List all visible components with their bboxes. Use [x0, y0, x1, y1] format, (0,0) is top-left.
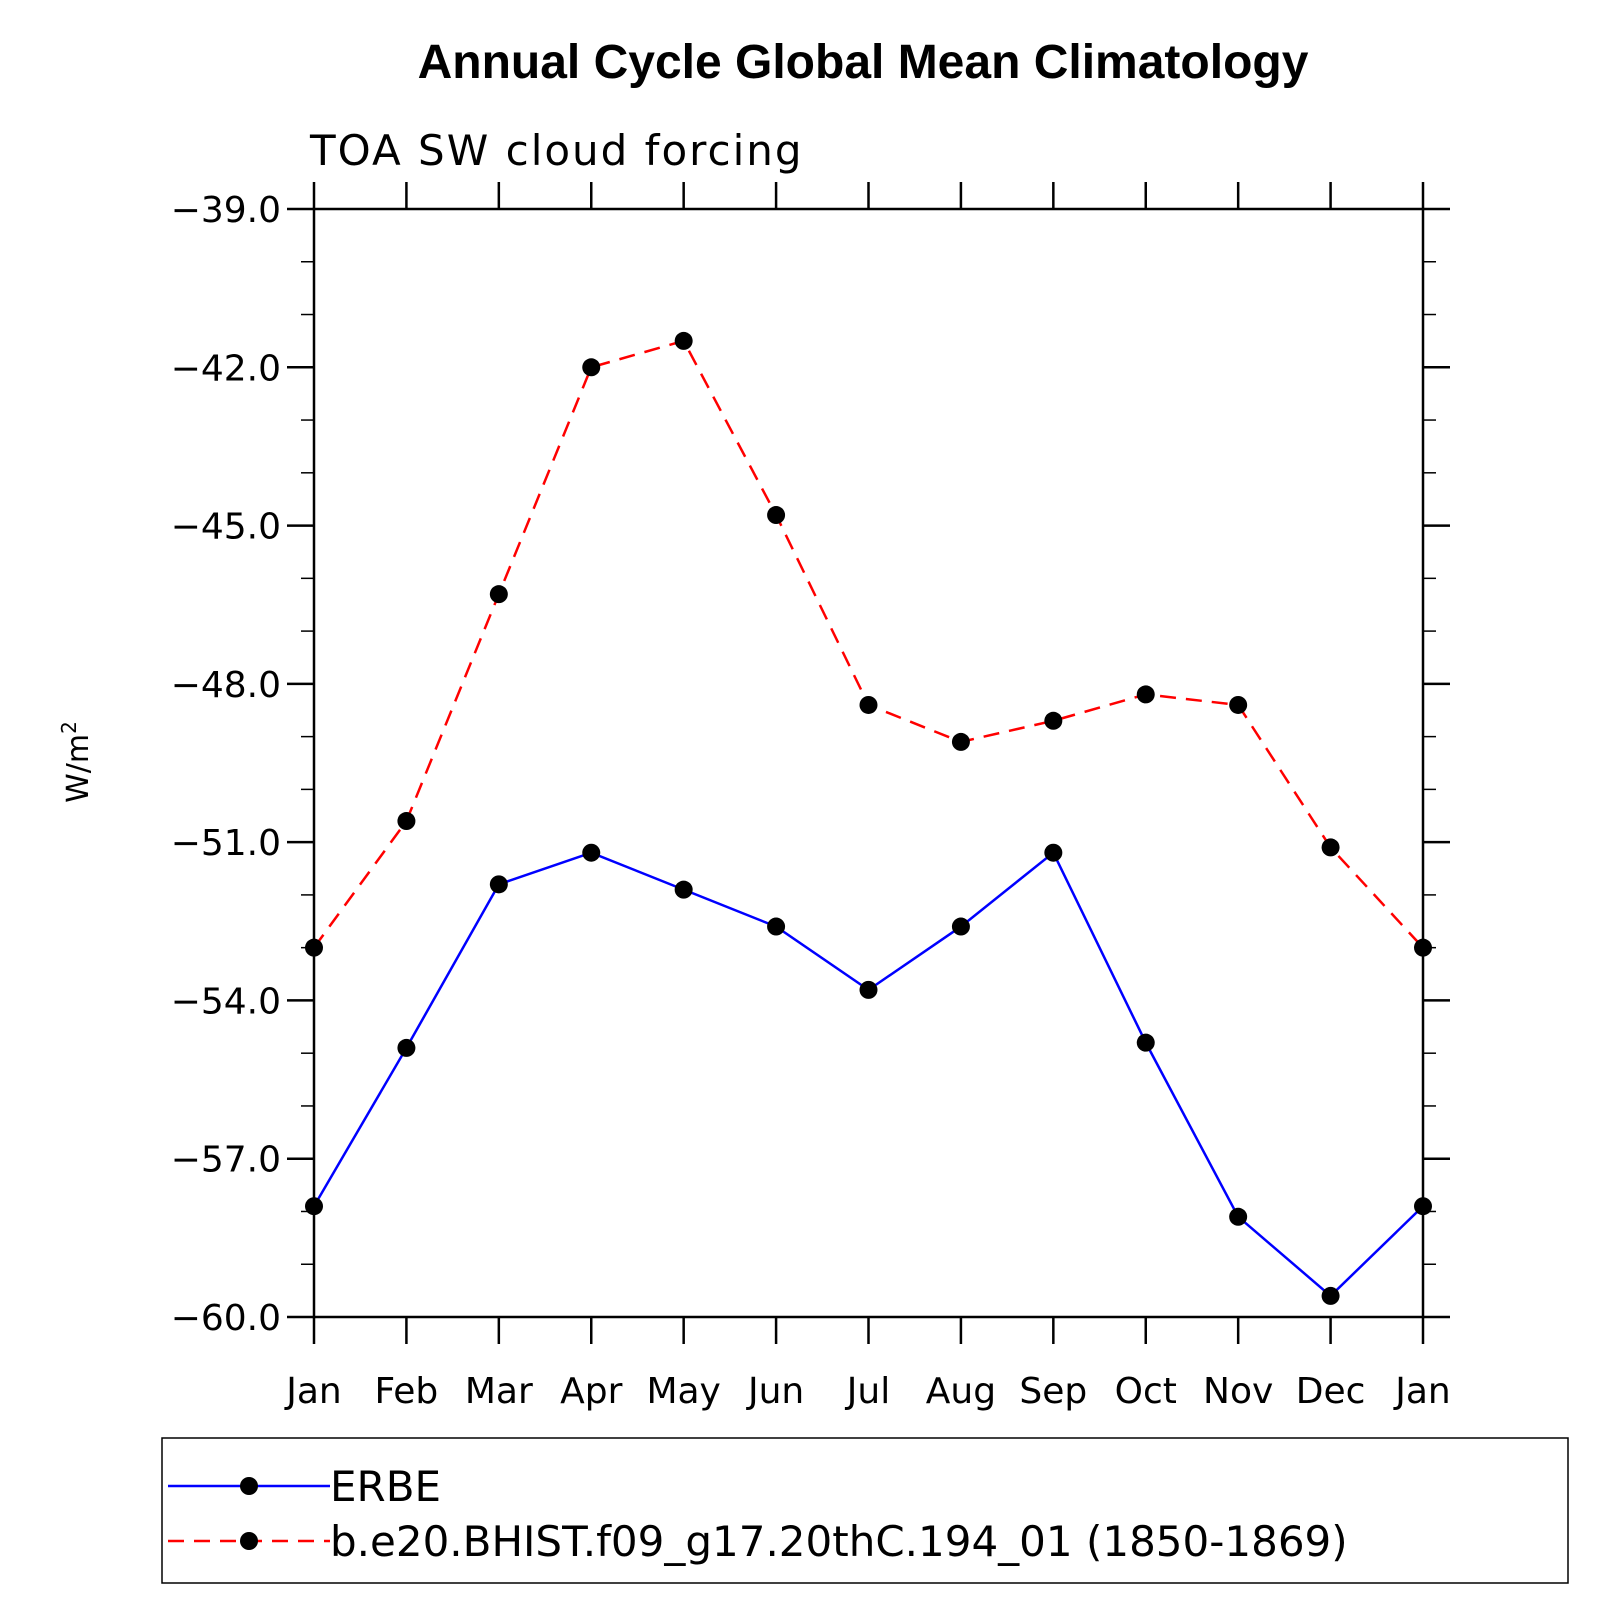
series-1-point — [674, 331, 693, 350]
y-tick-label: −51.0 — [171, 823, 281, 864]
x-tick-label: Oct — [1115, 1371, 1177, 1412]
x-tick-label: Dec — [1296, 1371, 1366, 1412]
series-0-point — [397, 1038, 416, 1057]
series-0-point — [582, 843, 601, 862]
series-1-point — [1136, 685, 1155, 704]
legend-label-erbe: ERBE — [330, 1462, 441, 1511]
series-1-point — [1321, 838, 1340, 857]
series-1-point — [305, 938, 323, 957]
series-0-point — [951, 917, 970, 936]
chart-subtitle: TOA SW cloud forcing — [309, 126, 804, 175]
series-0-point — [489, 875, 508, 894]
x-tick-label: Apr — [560, 1371, 622, 1412]
legend: ERBE b.e20.BHIST.f09_g17.20thC.194_01 (1… — [161, 1437, 1569, 1584]
plot-frame — [312, 207, 1425, 1319]
x-tick-label: Nov — [1203, 1371, 1273, 1412]
series-0-point — [859, 980, 878, 999]
series-1-point — [767, 506, 786, 525]
series-line-1 — [312, 339, 1424, 949]
series-line-0 — [312, 850, 1424, 1298]
series-0-point — [1229, 1207, 1248, 1226]
x-tick-label: Sep — [1019, 1371, 1087, 1412]
series-1-point — [951, 732, 970, 751]
legend-box — [161, 1437, 1569, 1584]
legend-marker-model — [240, 1532, 258, 1550]
y-tick-label: −57.0 — [171, 1140, 281, 1181]
x-tick-label: May — [646, 1371, 720, 1412]
series-1-point — [1044, 711, 1063, 730]
series-1-point — [582, 358, 601, 377]
series-layer — [305, 331, 1432, 1305]
x-tick-label: Mar — [465, 1371, 533, 1412]
series-0-point — [1414, 1197, 1432, 1216]
chart-title: Annual Cycle Global Mean Climatology — [418, 36, 1309, 89]
series-0-point — [305, 1197, 323, 1216]
x-tick-label: Aug — [926, 1371, 996, 1412]
series-1-point — [1414, 938, 1432, 957]
x-tick-label: Jul — [845, 1371, 890, 1412]
series-1-point — [489, 585, 508, 604]
series-0-point — [674, 880, 693, 899]
series-1-point — [1229, 695, 1248, 714]
legend-marker-erbe — [240, 1477, 258, 1495]
y-tick-label: −48.0 — [171, 665, 281, 706]
series-0-point — [1136, 1033, 1155, 1052]
series-1-point — [397, 812, 416, 831]
axes: −39.0 −42.0 −45.0 −48.0 −51.0 −54.0 −57.0 −60.0… — [171, 182, 1451, 1412]
series-1-point — [859, 695, 878, 714]
y-axis-label: W/m2 — [57, 721, 96, 803]
y-tick-label: −45.0 — [171, 507, 281, 548]
x-tick-label: Jan — [284, 1371, 342, 1412]
series-0-point — [767, 917, 786, 936]
series-0-point — [1321, 1286, 1340, 1305]
legend-label-model: b.e20.BHIST.f09_g17.20thC.194_01 (1850-1… — [330, 1517, 1348, 1566]
y-tick-label: −54.0 — [171, 981, 281, 1022]
series-0-point — [1044, 843, 1063, 862]
x-tick-label: Jan — [1393, 1371, 1451, 1412]
x-tick-label: Jun — [746, 1371, 804, 1412]
y-axis-label-text: W/m — [61, 734, 96, 803]
y-tick-label: −39.0 — [171, 190, 281, 231]
y-axis-label-superscript: 2 — [57, 721, 81, 734]
y-tick-label: −60.0 — [171, 1298, 281, 1339]
y-tick-label: −42.0 — [171, 348, 281, 389]
x-tick-label: Feb — [375, 1371, 439, 1412]
